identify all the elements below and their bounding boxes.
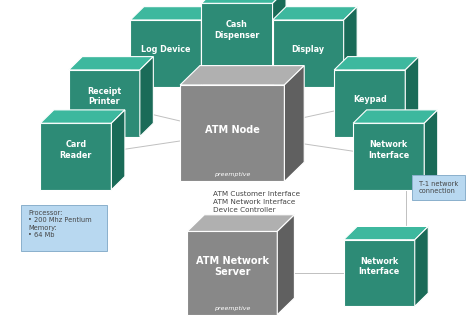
FancyBboxPatch shape xyxy=(180,85,284,181)
Text: Card
Reader: Card Reader xyxy=(60,140,92,160)
Polygon shape xyxy=(201,7,215,87)
Text: preemptive: preemptive xyxy=(214,172,250,177)
Polygon shape xyxy=(140,57,153,137)
Text: Processor:
• 200 Mhz Pentium
Memory:
• 64 Mb: Processor: • 200 Mhz Pentium Memory: • 6… xyxy=(28,210,92,238)
FancyBboxPatch shape xyxy=(344,240,415,306)
Polygon shape xyxy=(40,110,125,123)
FancyBboxPatch shape xyxy=(187,231,277,315)
Polygon shape xyxy=(353,110,438,123)
Text: Network
Interface: Network Interface xyxy=(368,140,410,160)
FancyBboxPatch shape xyxy=(273,20,344,87)
Text: ATM Node: ATM Node xyxy=(205,125,260,135)
FancyBboxPatch shape xyxy=(130,20,201,87)
FancyBboxPatch shape xyxy=(21,205,107,251)
Polygon shape xyxy=(424,110,438,190)
Polygon shape xyxy=(187,215,294,231)
Polygon shape xyxy=(277,215,294,315)
Polygon shape xyxy=(405,57,419,137)
Text: preemptive: preemptive xyxy=(214,306,250,311)
Text: Log Device: Log Device xyxy=(141,45,191,55)
Text: Keypad: Keypad xyxy=(353,95,387,105)
Polygon shape xyxy=(201,0,286,3)
Polygon shape xyxy=(69,57,153,70)
FancyBboxPatch shape xyxy=(334,70,405,137)
FancyBboxPatch shape xyxy=(40,123,111,190)
Text: Display: Display xyxy=(292,45,325,55)
Polygon shape xyxy=(334,57,419,70)
FancyBboxPatch shape xyxy=(412,175,465,200)
Text: Network
Interface: Network Interface xyxy=(358,257,400,276)
Polygon shape xyxy=(273,0,286,70)
Text: T-1 network
connection: T-1 network connection xyxy=(419,180,458,194)
Polygon shape xyxy=(344,226,428,240)
Polygon shape xyxy=(273,7,357,20)
Text: Receipt
Printer: Receipt Printer xyxy=(87,87,121,106)
Polygon shape xyxy=(415,226,428,306)
Text: ATM Network
Server: ATM Network Server xyxy=(196,256,269,277)
Polygon shape xyxy=(284,66,304,181)
FancyBboxPatch shape xyxy=(69,70,140,137)
Text: Cash
Dispenser: Cash Dispenser xyxy=(214,20,260,40)
FancyBboxPatch shape xyxy=(201,3,273,70)
Polygon shape xyxy=(130,7,215,20)
Polygon shape xyxy=(111,110,125,190)
FancyBboxPatch shape xyxy=(353,123,424,190)
Polygon shape xyxy=(344,7,357,87)
Text: ATM Customer Interface
ATM Network Interface
Device Controller: ATM Customer Interface ATM Network Inter… xyxy=(213,191,301,213)
Polygon shape xyxy=(180,66,304,85)
